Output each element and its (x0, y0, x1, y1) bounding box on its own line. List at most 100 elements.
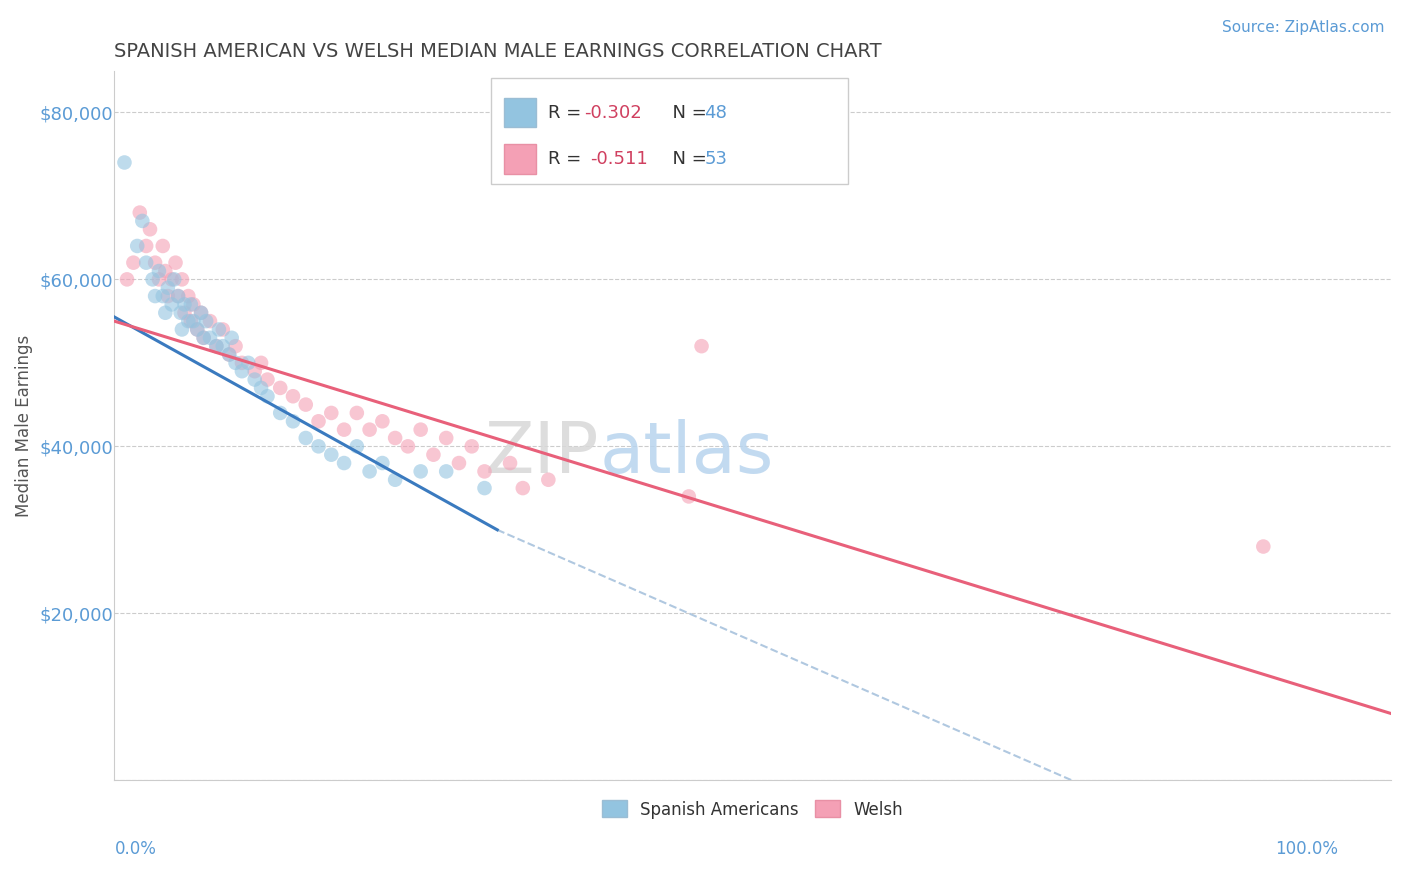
Y-axis label: Median Male Earnings: Median Male Earnings (15, 334, 32, 516)
Point (128, 205, 150, 219)
FancyBboxPatch shape (503, 144, 536, 174)
Text: N =: N = (661, 103, 713, 121)
Point (156, 281, 179, 295)
Point (269, 406, 291, 420)
Point (148, 264, 170, 278)
Point (499, 456, 522, 470)
Point (152, 289, 174, 303)
Point (160, 272, 183, 286)
Point (127, 239, 149, 253)
Point (211, 339, 233, 353)
Point (208, 322, 231, 336)
Point (269, 381, 291, 395)
Point (294, 431, 316, 445)
Point (160, 297, 183, 311)
Point (359, 423, 381, 437)
Text: N =: N = (661, 150, 713, 168)
FancyBboxPatch shape (503, 97, 536, 128)
Point (143, 289, 166, 303)
Point (173, 306, 195, 320)
Point (308, 414, 330, 428)
Point (148, 272, 170, 286)
Point (346, 439, 368, 453)
Point (250, 381, 273, 395)
Point (169, 306, 191, 320)
Point (409, 423, 432, 437)
Point (190, 306, 212, 320)
Point (139, 222, 162, 236)
Point (186, 322, 208, 336)
Point (180, 297, 202, 311)
Point (221, 331, 243, 345)
Text: R =: R = (548, 150, 593, 168)
Point (198, 314, 221, 328)
Point (155, 264, 177, 278)
Point (142, 272, 165, 286)
Point (165, 255, 187, 269)
Text: 0.0%: 0.0% (115, 840, 157, 858)
Point (156, 289, 179, 303)
Point (333, 423, 356, 437)
FancyBboxPatch shape (491, 78, 848, 184)
Point (474, 481, 496, 495)
Point (346, 406, 368, 420)
Point (256, 373, 278, 387)
Point (294, 398, 316, 412)
Point (177, 314, 200, 328)
Point (183, 314, 205, 328)
Point (333, 456, 356, 470)
Point (396, 439, 419, 453)
Text: 53: 53 (704, 150, 727, 168)
Point (205, 339, 228, 353)
Point (163, 272, 186, 286)
Point (170, 272, 193, 286)
Point (321, 448, 343, 462)
Point (243, 373, 266, 387)
Point (434, 431, 457, 445)
Point (537, 473, 560, 487)
Point (474, 464, 496, 478)
Point (218, 347, 240, 361)
Point (690, 339, 713, 353)
Point (131, 214, 153, 228)
Point (115, 272, 138, 286)
Point (205, 339, 228, 353)
Text: Source: ZipAtlas.com: Source: ZipAtlas.com (1222, 20, 1385, 35)
Point (114, 155, 136, 169)
Point (170, 322, 193, 336)
Point (281, 414, 304, 428)
Point (173, 297, 195, 311)
Point (422, 448, 444, 462)
Point (143, 255, 166, 269)
Point (190, 306, 212, 320)
Point (177, 289, 200, 303)
Point (198, 331, 221, 345)
Point (371, 414, 394, 428)
Point (321, 406, 343, 420)
Point (238, 356, 260, 370)
Text: SPANISH AMERICAN VS WELSH MEDIAN MALE EARNINGS CORRELATION CHART: SPANISH AMERICAN VS WELSH MEDIAN MALE EA… (114, 42, 882, 61)
Point (225, 339, 247, 353)
Text: -0.511: -0.511 (591, 150, 648, 168)
Point (186, 322, 208, 336)
Point (256, 389, 278, 403)
Point (447, 456, 470, 470)
Point (225, 356, 247, 370)
Point (308, 439, 330, 453)
Point (371, 456, 394, 470)
Point (1253, 540, 1275, 554)
Legend: Spanish Americans, Welsh: Spanish Americans, Welsh (595, 794, 910, 825)
Point (135, 255, 157, 269)
Point (152, 239, 174, 253)
Text: ZIP: ZIP (485, 419, 599, 488)
Point (183, 297, 205, 311)
Point (218, 347, 240, 361)
Point (409, 464, 432, 478)
Point (167, 289, 190, 303)
Point (243, 364, 266, 378)
Text: -0.302: -0.302 (583, 103, 643, 121)
Point (122, 255, 145, 269)
Text: atlas: atlas (599, 419, 773, 488)
Point (195, 314, 218, 328)
Point (155, 306, 177, 320)
